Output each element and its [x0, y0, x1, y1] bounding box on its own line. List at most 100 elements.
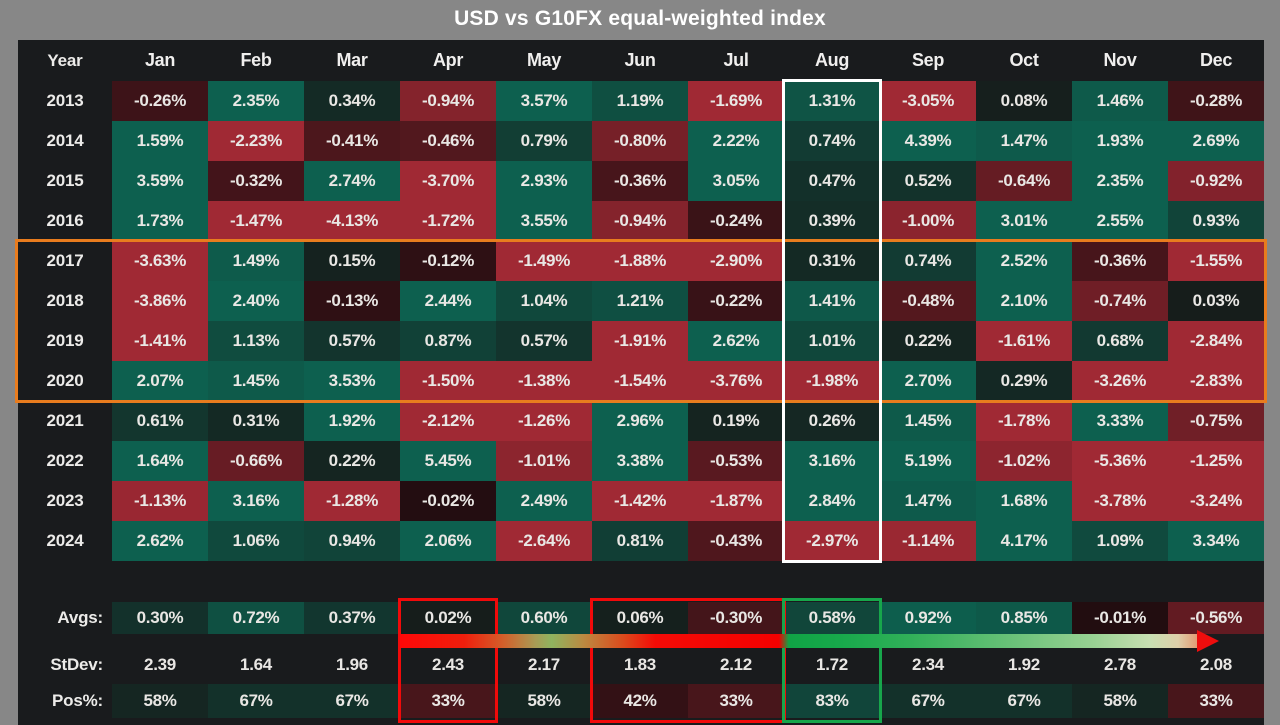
return-cell: 0.22%: [304, 441, 400, 481]
year-label: 2023: [46, 491, 84, 510]
return-cell: -0.48%: [880, 281, 976, 321]
return-cell: -5.36%: [1072, 441, 1168, 481]
return-cell: -2.97%: [784, 521, 880, 561]
year-label: 2021: [46, 411, 84, 430]
return-cell: 1.09%: [1072, 521, 1168, 561]
average-cell: 0.02%: [400, 602, 496, 634]
table-row: 2014 1.59% -2.23% -0.41% -0.46% 0.79% -0.80% 2.…: [18, 121, 1264, 161]
month-header: Sep: [911, 50, 945, 70]
stdev-cell: 1.72: [816, 655, 848, 674]
positive-share-cell: 58%: [1072, 684, 1168, 718]
return-cell: 2.93%: [496, 161, 592, 201]
return-cell: 0.94%: [304, 521, 400, 561]
return-cell: 5.19%: [880, 441, 976, 481]
month-header: Mar: [336, 50, 368, 70]
year-label: 2024: [46, 531, 84, 550]
return-cell: 0.87%: [400, 321, 496, 361]
return-cell: 1.21%: [592, 281, 688, 321]
month-header: Feb: [240, 50, 272, 70]
return-cell: -1.00%: [880, 201, 976, 241]
return-cell: 2.52%: [976, 241, 1072, 281]
return-cell: 2.44%: [400, 281, 496, 321]
average-cell: 0.85%: [976, 602, 1072, 634]
return-cell: 1.49%: [208, 241, 304, 281]
stdev-cell: 1.83: [624, 655, 656, 674]
return-cell: -1.72%: [400, 201, 496, 241]
return-cell: -1.49%: [496, 241, 592, 281]
return-cell: -2.64%: [496, 521, 592, 561]
return-cell: 1.04%: [496, 281, 592, 321]
return-cell: -0.43%: [688, 521, 784, 561]
table-row: 2023 -1.13% 3.16% -1.28% -0.02% 2.49% -1.42% -1…: [18, 481, 1264, 521]
return-cell: 0.68%: [1072, 321, 1168, 361]
year-label: 2017: [46, 251, 84, 270]
return-cell: 1.45%: [208, 361, 304, 401]
return-cell: 2.74%: [304, 161, 400, 201]
return-cell: 3.55%: [496, 201, 592, 241]
table-row: 2015 3.59% -0.32% 2.74% -3.70% 2.93% -0.36% 3.0…: [18, 161, 1264, 201]
return-cell: 0.52%: [880, 161, 976, 201]
return-cell: 0.39%: [784, 201, 880, 241]
return-cell: -1.69%: [688, 81, 784, 121]
return-cell: 0.19%: [688, 401, 784, 441]
average-cell: -0.56%: [1168, 602, 1264, 634]
return-cell: -0.41%: [304, 121, 400, 161]
return-cell: 0.34%: [304, 81, 400, 121]
table-row: 2024 2.62% 1.06% 0.94% 2.06% -2.64% 0.81% -0.43…: [18, 521, 1264, 561]
month-header: Nov: [1103, 50, 1137, 70]
return-cell: 3.57%: [496, 81, 592, 121]
return-cell: 2.40%: [208, 281, 304, 321]
return-cell: -0.28%: [1168, 81, 1264, 121]
stdev-cell: 2.78: [1104, 655, 1136, 674]
return-cell: -1.02%: [976, 441, 1072, 481]
return-cell: -1.87%: [688, 481, 784, 521]
return-cell: 1.59%: [112, 121, 208, 161]
return-cell: -2.83%: [1168, 361, 1264, 401]
return-cell: 2.96%: [592, 401, 688, 441]
table-row: 2018 -3.86% 2.40% -0.13% 2.44% 1.04% 1.21% -0.2…: [18, 281, 1264, 321]
stdev-cell: 2.12: [720, 655, 752, 674]
return-cell: 1.06%: [208, 521, 304, 561]
gradient-arrow-head-icon: [1197, 630, 1219, 652]
return-cell: -0.36%: [592, 161, 688, 201]
year-label: 2015: [46, 171, 84, 190]
positive-share-cell: 67%: [208, 684, 304, 718]
return-cell: 0.31%: [208, 401, 304, 441]
stdev-cell: 2.08: [1200, 655, 1232, 674]
table-row: 2017 -3.63% 1.49% 0.15% -0.12% -1.49% -1.88% -2…: [18, 241, 1264, 281]
average-cell: 0.58%: [784, 602, 880, 634]
return-cell: 0.57%: [304, 321, 400, 361]
stdev-cell: 2.34: [912, 655, 944, 674]
return-cell: -1.55%: [1168, 241, 1264, 281]
return-cell: -1.42%: [592, 481, 688, 521]
return-cell: -2.23%: [208, 121, 304, 161]
return-cell: -0.66%: [208, 441, 304, 481]
return-cell: 0.08%: [976, 81, 1072, 121]
return-cell: 0.15%: [304, 241, 400, 281]
return-cell: -1.28%: [304, 481, 400, 521]
return-cell: 0.47%: [784, 161, 880, 201]
stdev-cell: 2.43: [432, 655, 464, 674]
month-header: Jul: [723, 50, 749, 70]
average-cell: -0.30%: [688, 602, 784, 634]
heatmap-grid: Year Jan Feb Mar Apr May Jun Jul Aug Sep Oct Nov Dec…: [18, 40, 1264, 718]
return-cell: 2.10%: [976, 281, 1072, 321]
year-header: Year: [47, 50, 83, 70]
seasonality-gradient-arrow-bar: [400, 634, 1198, 648]
month-header: Dec: [1199, 50, 1233, 70]
return-cell: -0.24%: [688, 201, 784, 241]
return-cell: 2.35%: [1072, 161, 1168, 201]
return-cell: 0.03%: [1168, 281, 1264, 321]
monthly-returns-heatmap: Year Jan Feb Mar Apr May Jun Jul Aug Sep Oct Nov Dec…: [15, 40, 1267, 725]
return-cell: 3.16%: [784, 441, 880, 481]
return-cell: 0.79%: [496, 121, 592, 161]
table-row: 2016 1.73% -1.47% -4.13% -1.72% 3.55% -0.94% -0…: [18, 201, 1264, 241]
year-label: 2022: [46, 451, 84, 470]
return-cell: 2.06%: [400, 521, 496, 561]
return-cell: 4.17%: [976, 521, 1072, 561]
return-cell: -0.74%: [1072, 281, 1168, 321]
return-cell: -2.90%: [688, 241, 784, 281]
jun-jul-summary-highlight-box: [590, 598, 786, 723]
average-cell: -0.01%: [1072, 602, 1168, 634]
